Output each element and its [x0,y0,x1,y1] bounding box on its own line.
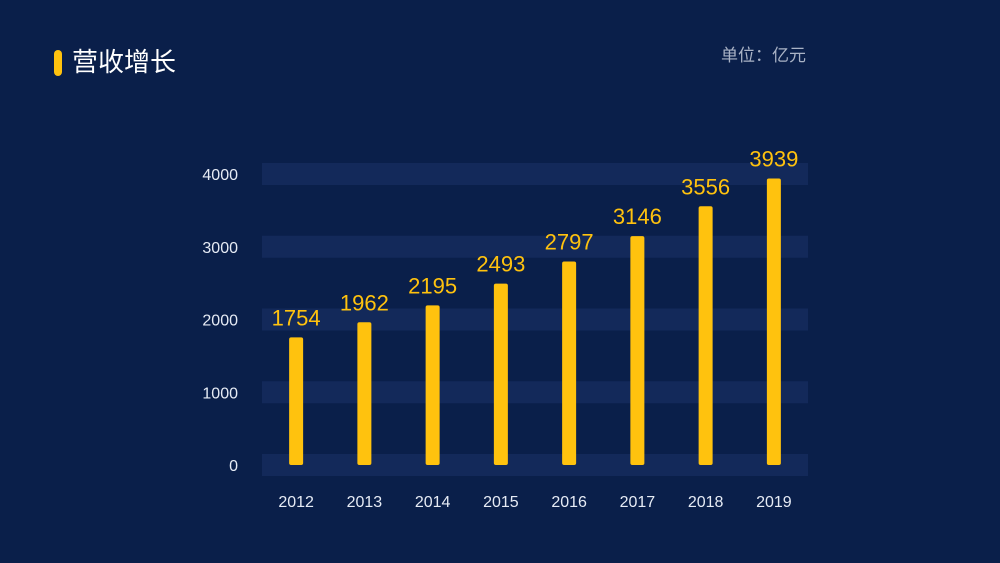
x-tick-label: 2017 [620,494,656,511]
grid-band [262,235,808,258]
x-tick-label: 2016 [551,494,587,511]
bar [289,337,304,465]
x-tick-label: 2018 [688,494,724,511]
x-tick-label: 2012 [278,494,314,511]
y-tick-label: 2000 [202,313,238,330]
data-label: 2195 [408,273,457,298]
x-tick-label: 2013 [347,494,383,511]
data-label: 1962 [340,290,389,315]
x-tick-label: 2014 [415,494,451,511]
page-title: 营收增长 [72,48,177,78]
bar [766,178,781,465]
bar [357,322,372,465]
grid-band [262,454,808,476]
grid-band [262,308,808,331]
y-tick-label: 0 [229,458,238,475]
y-tick-label: 4000 [202,167,238,184]
data-label: 1754 [272,305,321,330]
data-label: 3556 [681,174,730,199]
x-tick-label: 2019 [756,494,792,511]
data-label: 3146 [613,204,662,229]
title-accent-bar [54,50,62,76]
grid-band [262,163,808,185]
bar [493,283,508,465]
y-tick-label: 3000 [202,240,238,257]
bar [698,206,713,465]
unit-label: 单位：亿元 [721,46,806,66]
bar [562,261,577,465]
bar [630,236,645,465]
y-tick-label: 1000 [202,385,238,402]
data-label: 3939 [749,146,798,171]
data-label: 2797 [545,230,594,255]
x-tick-label: 2015 [483,494,519,511]
bar [425,305,440,465]
data-label: 2493 [476,252,525,277]
grid-band [262,381,808,404]
